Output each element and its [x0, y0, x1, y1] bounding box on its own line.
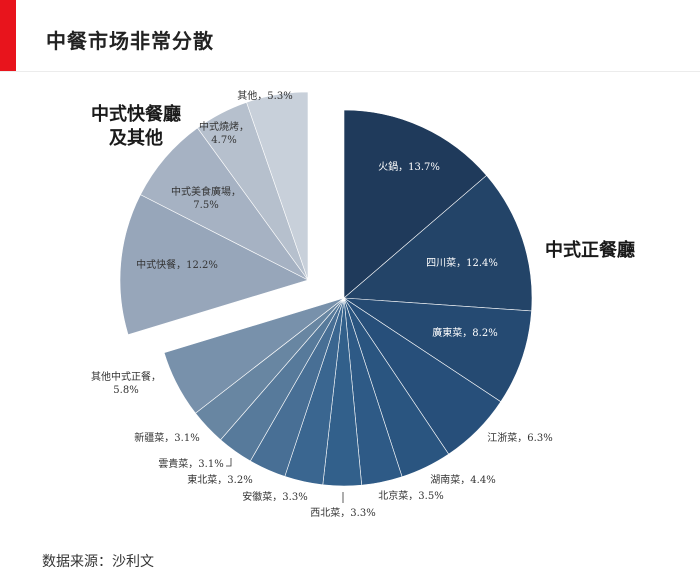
chart-title: 中餐市场非常分散 — [46, 29, 214, 53]
pie-slice — [119, 194, 309, 336]
pie-slice — [342, 297, 532, 403]
slice-label: 新疆菜，3.1% — [134, 431, 199, 444]
group-label-fast-food: 中式快餐廳及其他 — [91, 103, 181, 149]
slice-label: 火鍋，13.7% — [378, 160, 440, 173]
pie-slice — [246, 91, 309, 281]
pie-slices — [119, 91, 533, 487]
slice-label: 江浙菜，6.3% — [487, 432, 552, 444]
slice-label: 中式快餐，12.2% — [136, 258, 218, 271]
slice-label: 安徽菜，3.3% — [242, 490, 307, 503]
slice-label: 四川菜，12.4% — [426, 257, 498, 269]
slice-label: 雲貴菜，3.1% — [158, 457, 223, 470]
slice-labels: 火鍋，13.7% 四川菜，12.4% 廣東菜，8.2% 江浙菜，6.3% 湖南菜，4.4… — [91, 89, 553, 519]
slice-label: 湖南菜，4.4% — [430, 473, 495, 486]
slice-label: 西北菜，3.3% — [310, 507, 375, 519]
slice-label: 中式燒烤， 4.7% — [199, 120, 249, 146]
source-note: 数据来源：沙利文 — [42, 554, 154, 570]
pie-slice — [343, 109, 487, 299]
header-divider — [0, 71, 700, 72]
slice-label: 東北菜，3.2% — [187, 473, 252, 486]
group-label-formal-dining: 中式正餐廳 — [545, 239, 635, 261]
slice-label: 廣東菜，8.2% — [432, 326, 497, 339]
pie-slice — [163, 297, 345, 414]
pie-slice — [343, 175, 533, 312]
slice-label: 北京菜，3.5% — [378, 489, 443, 502]
slice-label: 中式美食廣場， 7.5% — [171, 185, 241, 211]
slice-label: 其他中式正餐， 5.8% — [91, 370, 161, 396]
title-accent-bar — [0, 0, 16, 72]
leader-line — [226, 458, 232, 467]
slice-label: 其他，5.3% — [237, 89, 292, 102]
